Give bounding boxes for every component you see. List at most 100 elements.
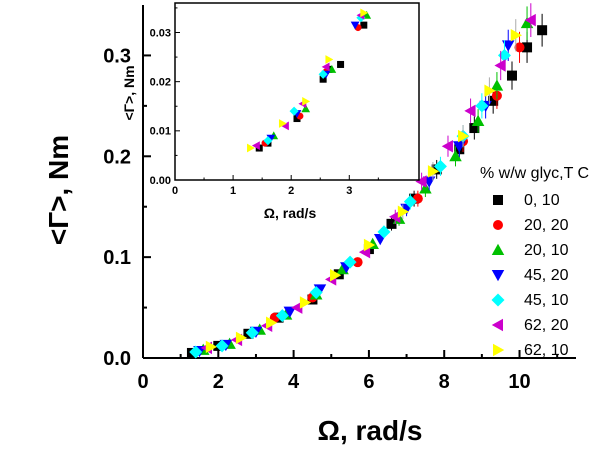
main-data-point [419,182,432,194]
inset-x-tick-label: 0 [172,185,178,197]
inset-data-point [289,106,299,116]
main-x-tick-label: 2 [213,371,224,393]
main-y-tick-label: 0.3 [103,45,131,67]
inset-tick-marks [174,7,379,181]
main-data-point [453,141,466,153]
main-data-point [490,79,504,91]
inset-data-point [337,60,345,68]
main-x-tick-label: 8 [439,371,450,393]
inset-data-point [266,134,276,143]
main-data-point [352,257,363,268]
inset-data-point [360,8,369,18]
main-data-point [215,339,229,353]
main-data-point [415,175,427,188]
inset-data-point [318,69,328,79]
legend-item: 45, 20 [491,267,569,284]
inset-data-point [360,21,368,29]
main-data-point [431,164,442,175]
main-data-point [497,48,511,62]
legend-marker [491,243,505,255]
inset-y-axis-title: <Γ>, Nm [121,65,137,120]
inset-data-point [350,21,360,30]
legend-item: 20, 10 [491,242,569,259]
main-data-point [510,29,523,42]
main-y-axis-title: <Γ>, Nm [43,135,74,245]
main-data-point [537,25,548,36]
main-data-point [506,70,517,81]
inset-series [263,13,366,146]
main-x-tick-label: 10 [508,371,530,393]
main-data-point [386,218,397,229]
legend-item: 45, 10 [491,292,569,309]
main-data-point [433,159,447,173]
main-data-point [522,42,533,53]
main-data-point [299,296,312,309]
main-tick-labels: 0 2 4 6 8 100.00.10.20.3 [103,45,530,393]
main-data-point [484,84,496,97]
inset-data-point [247,143,255,153]
main-x-tick-label: 6 [363,371,374,393]
main-data-point [363,238,376,252]
main-x-axis-title: Ω, rad/s [318,415,423,446]
main-data-point [469,123,480,134]
legend-label: 0, 10 [524,192,560,209]
main-data-point [514,42,525,53]
inset-x-tick-label: 2 [288,185,294,197]
legend-item: 62, 20 [491,317,569,334]
inset-data-point [319,75,327,83]
inset-tick-labels: 0 1 2 3 0.00 0.01 0.02 0.03 [150,27,353,197]
legend-label: 45, 10 [524,292,569,309]
legend-label: 62, 20 [524,317,569,334]
main-data-point [189,345,203,359]
legend-item: 0, 10 [493,192,560,209]
main-data-point [397,205,410,219]
inset-data-point [251,141,260,150]
main-data-point [449,150,462,162]
main-x-tick-label: 0 [137,371,148,393]
main-series [205,19,523,354]
inset-data-point [293,115,301,123]
legend-marker [491,270,505,282]
main-x-tick-label: 4 [288,371,300,393]
main-data-point [377,225,391,239]
main-data-point [501,40,515,52]
main-data-point [441,139,453,153]
main-y-tick-label: 0.1 [103,247,131,269]
main-data-point [389,210,401,224]
inset-data-point [263,136,273,146]
main-data-point [235,331,248,345]
main-data-point [475,99,489,113]
inset-y-tick-label: 0.01 [150,126,171,138]
main-data-points [186,3,548,359]
inset-y-tick-label: 0.02 [150,77,171,89]
inset-y-tick-label: 0.00 [150,175,171,187]
main-data-point [291,301,303,314]
main-data-point [275,309,289,323]
inset-data-point [278,119,287,128]
legend-marker [491,293,505,307]
main-data-point [471,114,485,126]
main-data-point [520,16,534,29]
inset-data-point [321,62,330,72]
main-data-point [309,285,323,299]
legend-item: 20, 20 [493,217,569,234]
inset-frame [174,2,420,181]
legend: % w/w glyc,T C 0, 10 20, 20 20, 10 45, 20 45… [480,165,589,359]
inset-data-point [356,13,366,23]
main-y-tick-label: 0.2 [103,146,131,168]
inset-x-axis-title: Ω, rad/s [264,205,317,221]
inset-data-point [281,121,289,131]
legend-marker [493,343,505,357]
main-data-point [205,340,218,354]
legend-label: 20, 10 [524,242,569,259]
inset-y-tick-label: 0.03 [150,27,171,39]
main-data-point [266,316,278,329]
main-data-point [283,306,297,318]
main-tick-marks [142,54,559,359]
main-data-point [330,269,342,282]
inset-data-points [247,8,372,153]
main-data-point [494,59,506,72]
inset-data-point [301,104,311,113]
main-data-point [524,13,536,27]
